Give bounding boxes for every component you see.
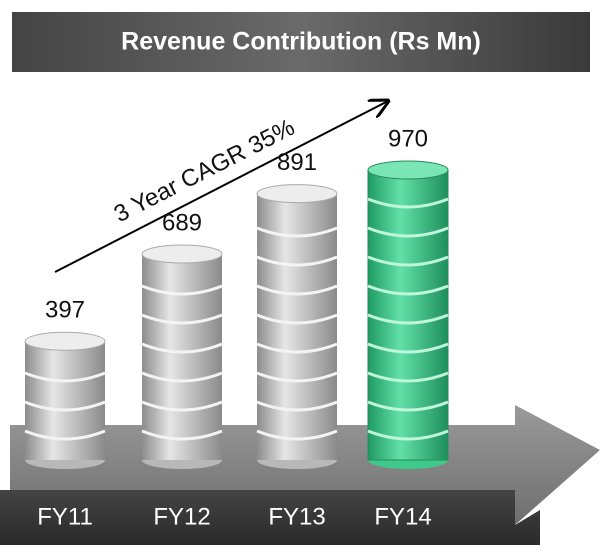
coin-edge <box>367 226 449 238</box>
bar-top <box>141 244 223 264</box>
coin-edge <box>256 429 338 441</box>
bar <box>367 169 449 461</box>
title-bar <box>12 12 590 72</box>
bar <box>142 254 222 460</box>
coin-edge <box>256 284 338 296</box>
coin-edge <box>256 255 338 267</box>
value-label: 970 <box>388 125 428 152</box>
coin-edge <box>141 313 223 325</box>
coin-edge <box>256 371 338 383</box>
coin-edge <box>141 284 223 296</box>
coin-edge <box>367 400 449 412</box>
bar-group <box>141 244 223 469</box>
coin-edge <box>367 284 449 296</box>
bar-top <box>367 160 449 180</box>
coin-edge <box>367 255 449 267</box>
bar-top <box>256 184 338 204</box>
coin-edge <box>256 226 338 238</box>
x-tick-label: FY11 <box>37 503 93 530</box>
coin-edge <box>24 371 106 383</box>
coin-edge <box>367 371 449 383</box>
bar <box>25 341 105 460</box>
coin-edge <box>141 400 223 412</box>
x-tick-label: FY14 <box>374 503 431 530</box>
x-tick-label: FY12 <box>153 503 210 530</box>
coin-edge <box>141 371 223 383</box>
label-band <box>0 490 540 545</box>
coin-edge <box>256 342 338 354</box>
coin-edge <box>367 197 449 209</box>
coin-edge <box>24 400 106 412</box>
chart-title: Revenue Contribution (Rs Mn) <box>121 28 481 56</box>
bar-group <box>367 160 449 469</box>
coin-edge <box>256 400 338 412</box>
coin-edge <box>367 342 449 354</box>
value-label: 397 <box>45 297 85 324</box>
coin-edge <box>141 342 223 354</box>
bar-group <box>24 331 106 469</box>
value-label: 689 <box>162 209 202 236</box>
bar-group <box>256 184 338 469</box>
bar-top <box>24 331 106 351</box>
coin-edge <box>141 429 223 441</box>
coin-edge <box>367 429 449 441</box>
cagr-arrow <box>54 101 388 273</box>
x-tick-label: FY13 <box>268 503 325 530</box>
bar <box>257 193 337 460</box>
coin-edge <box>256 313 338 325</box>
coin-edge <box>24 429 106 441</box>
coin-edge <box>367 313 449 325</box>
value-label: 891 <box>277 149 317 176</box>
